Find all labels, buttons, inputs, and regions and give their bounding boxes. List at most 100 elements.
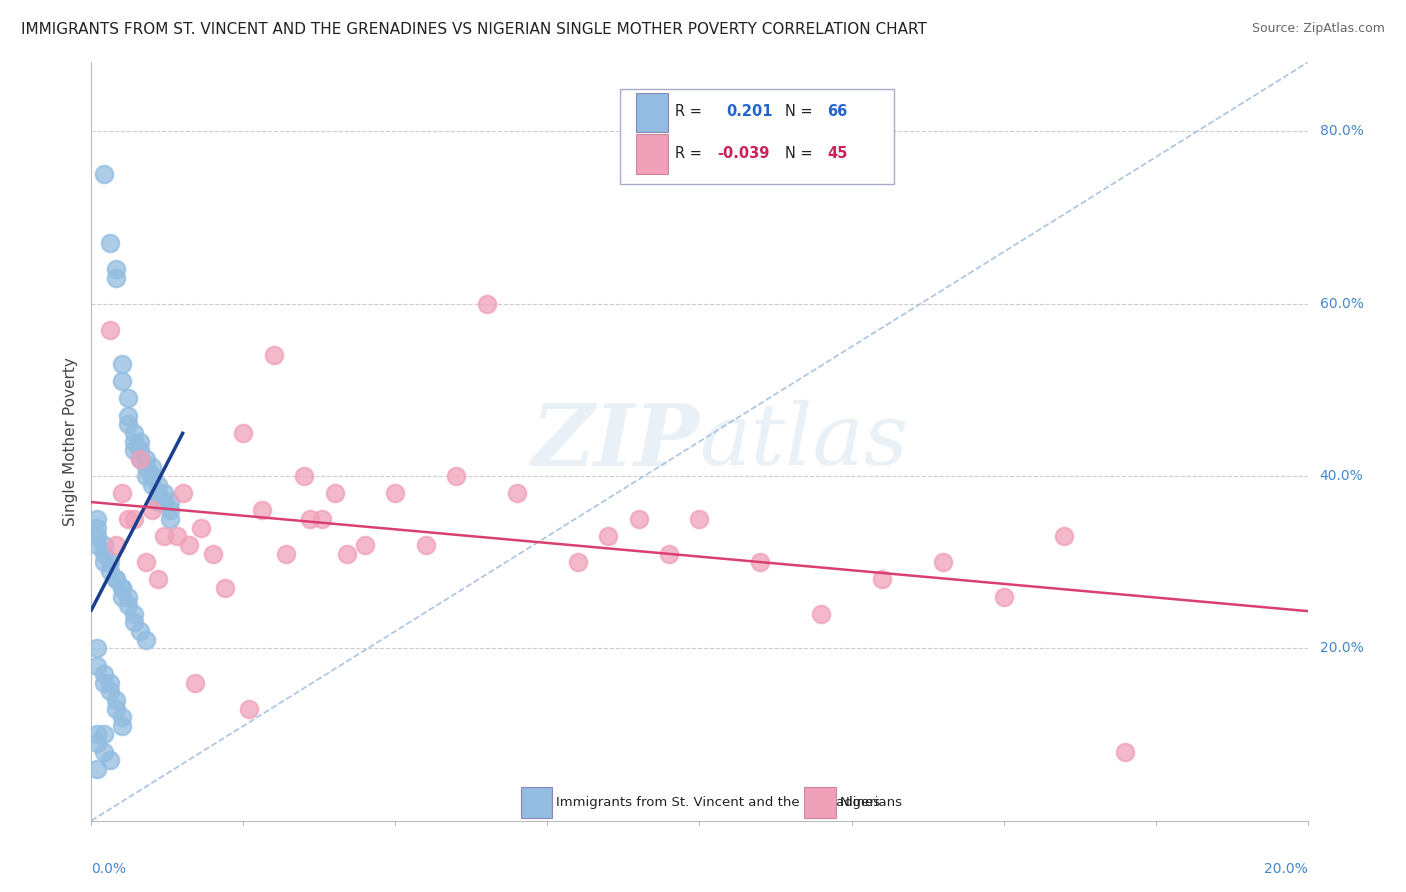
Point	[141, 503, 163, 517]
Point	[122, 512, 145, 526]
Point	[111, 581, 134, 595]
Point	[415, 538, 437, 552]
Point	[122, 425, 145, 440]
Text: R =: R =	[675, 146, 702, 161]
Point	[98, 753, 121, 767]
Point	[117, 409, 139, 423]
Point	[166, 529, 188, 543]
Point	[159, 495, 181, 509]
Point	[153, 529, 176, 543]
Point	[93, 168, 115, 182]
Text: 0.0%: 0.0%	[91, 863, 127, 876]
Text: N =: N =	[785, 146, 813, 161]
Point	[299, 512, 322, 526]
Point	[250, 503, 273, 517]
Point	[148, 477, 170, 491]
Text: ZIP: ZIP	[531, 400, 699, 483]
Point	[98, 675, 121, 690]
Point	[117, 417, 139, 432]
Point	[117, 392, 139, 406]
Point	[184, 675, 207, 690]
Point	[117, 512, 139, 526]
Point	[135, 460, 157, 475]
Point	[117, 599, 139, 613]
Point	[93, 727, 115, 741]
Text: 66: 66	[827, 104, 848, 120]
Point	[122, 615, 145, 630]
Text: 60.0%: 60.0%	[1320, 297, 1364, 310]
Point	[93, 667, 115, 681]
FancyBboxPatch shape	[520, 787, 553, 818]
Point	[86, 512, 108, 526]
Point	[129, 451, 152, 466]
Point	[93, 745, 115, 759]
Point	[238, 701, 260, 715]
Point	[98, 236, 121, 251]
Point	[129, 434, 152, 449]
FancyBboxPatch shape	[637, 135, 668, 174]
Point	[104, 573, 127, 587]
Point	[1053, 529, 1076, 543]
Point	[870, 573, 893, 587]
Point	[93, 538, 115, 552]
Point	[135, 451, 157, 466]
Point	[135, 469, 157, 483]
Point	[111, 374, 134, 388]
Point	[336, 547, 359, 561]
Point	[159, 512, 181, 526]
Point	[810, 607, 832, 621]
Point	[122, 607, 145, 621]
Point	[104, 693, 127, 707]
Point	[111, 710, 134, 724]
Point	[135, 632, 157, 647]
Point	[148, 486, 170, 500]
Point	[111, 486, 134, 500]
Point	[274, 547, 297, 561]
Point	[202, 547, 225, 561]
Point	[135, 555, 157, 569]
Text: IMMIGRANTS FROM ST. VINCENT AND THE GRENADINES VS NIGERIAN SINGLE MOTHER POVERTY: IMMIGRANTS FROM ST. VINCENT AND THE GREN…	[21, 22, 927, 37]
Point	[86, 736, 108, 750]
Point	[1114, 745, 1136, 759]
Point	[159, 503, 181, 517]
Point	[232, 425, 254, 440]
Point	[86, 641, 108, 656]
Point	[688, 512, 710, 526]
Point	[931, 555, 953, 569]
Point	[93, 555, 115, 569]
Point	[111, 719, 134, 733]
Text: 45: 45	[827, 146, 848, 161]
Point	[141, 477, 163, 491]
Point	[153, 486, 176, 500]
Point	[153, 495, 176, 509]
Point	[141, 469, 163, 483]
Point	[214, 581, 236, 595]
Point	[98, 564, 121, 578]
Point	[104, 270, 127, 285]
Y-axis label: Single Mother Poverty: Single Mother Poverty	[62, 357, 77, 526]
Text: -0.039: -0.039	[717, 146, 770, 161]
Text: Source: ZipAtlas.com: Source: ZipAtlas.com	[1251, 22, 1385, 36]
Point	[104, 573, 127, 587]
Text: R =: R =	[675, 104, 702, 120]
Point	[129, 443, 152, 458]
Point	[384, 486, 406, 500]
Point	[567, 555, 589, 569]
Point	[177, 538, 200, 552]
Point	[111, 581, 134, 595]
Point	[104, 262, 127, 277]
Point	[93, 675, 115, 690]
Point	[475, 296, 498, 310]
Point	[749, 555, 772, 569]
Point	[141, 460, 163, 475]
Point	[627, 512, 650, 526]
Point	[117, 590, 139, 604]
Text: N =: N =	[785, 104, 813, 120]
Point	[93, 547, 115, 561]
Point	[993, 590, 1015, 604]
FancyBboxPatch shape	[637, 93, 668, 132]
Point	[86, 538, 108, 552]
Point	[98, 555, 121, 569]
Point	[506, 486, 529, 500]
Point	[122, 443, 145, 458]
